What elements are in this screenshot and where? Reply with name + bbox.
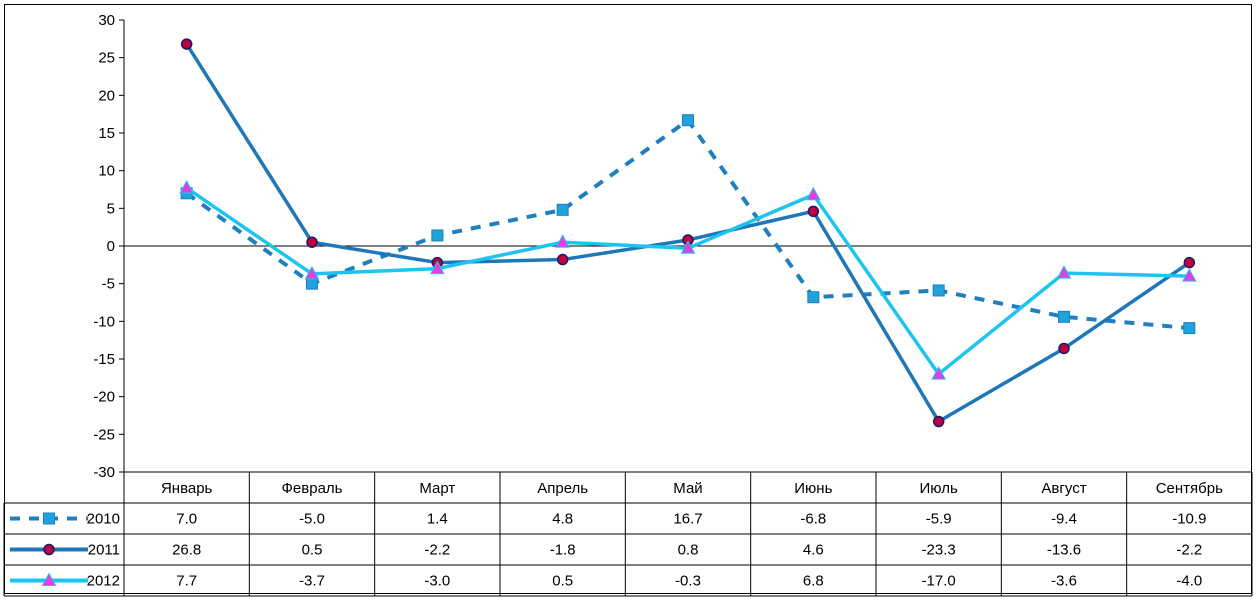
category-label: Сентябрь xyxy=(1156,480,1223,497)
data-point-2010 xyxy=(807,291,820,304)
table-value-2010: -6.8 xyxy=(800,511,826,528)
data-point-2011 xyxy=(556,253,569,266)
category-label: Март xyxy=(419,480,455,497)
table-value-2012: -3.0 xyxy=(424,573,450,590)
legend-label-2012: 2012 xyxy=(87,573,120,590)
data-point-2010 xyxy=(431,229,444,242)
y-tick-label: 10 xyxy=(98,163,115,180)
y-tick-label: -30 xyxy=(93,464,115,481)
table-value-2011: 4.6 xyxy=(803,542,824,559)
data-point-2011 xyxy=(932,415,945,428)
y-tick-label: 5 xyxy=(107,200,115,217)
y-tick-label: -20 xyxy=(93,389,115,406)
table-value-2012: 6.8 xyxy=(803,573,824,590)
table-value-2012: -4.0 xyxy=(1176,573,1202,590)
table-value-2010: 16.7 xyxy=(673,511,702,528)
category-label: Апрель xyxy=(537,480,588,497)
table-value-2010: -5.0 xyxy=(299,511,325,528)
table-value-2012: -17.0 xyxy=(922,573,956,590)
category-label: Февраль xyxy=(282,480,343,497)
series-line-2011 xyxy=(185,43,1191,424)
data-point-2010 xyxy=(1058,310,1070,323)
table-value-2011: -2.2 xyxy=(1176,542,1202,559)
table-value-2011: 0.5 xyxy=(302,542,323,559)
data-point-2012 xyxy=(429,260,445,275)
category-label: Август xyxy=(1041,480,1086,497)
data-point-2011 xyxy=(306,236,318,248)
data-point-2011 xyxy=(180,38,193,50)
data-point-2010 xyxy=(1183,322,1196,335)
table-value-2010: -9.4 xyxy=(1051,511,1077,528)
y-tick-label: -25 xyxy=(93,426,115,443)
data-point-2012 xyxy=(1056,265,1072,279)
y-tick-label: 25 xyxy=(98,50,115,67)
table-value-2012: -0.3 xyxy=(675,573,701,590)
y-tick-label: 15 xyxy=(98,125,115,142)
data-point-2011 xyxy=(1183,256,1196,269)
data-point-2012 xyxy=(931,366,947,380)
data-point-2011 xyxy=(807,205,820,218)
category-label: Июнь xyxy=(794,480,832,497)
legend-key-marker-2012 xyxy=(41,572,57,586)
table-value-2010: -10.9 xyxy=(1172,511,1206,528)
table-value-2012: -3.6 xyxy=(1051,573,1077,590)
data-point-2010 xyxy=(932,284,945,297)
y-tick-label: 0 xyxy=(107,238,115,255)
y-tick-label: 20 xyxy=(98,87,115,104)
y-tick-label: 30 xyxy=(98,12,115,29)
chart-frame xyxy=(4,4,1252,594)
data-point-2012 xyxy=(680,240,696,254)
table-value-2012: 7.7 xyxy=(176,573,197,590)
data-point-2010 xyxy=(306,277,318,290)
table-value-2011: 0.8 xyxy=(678,542,699,559)
y-tick-label: -15 xyxy=(93,351,115,368)
table-value-2011: -1.8 xyxy=(550,542,576,559)
category-label: Январь xyxy=(161,480,213,497)
table-value-2010: -5.9 xyxy=(926,511,952,528)
table-value-2012: -3.7 xyxy=(299,573,325,590)
table-value-2012: 0.5 xyxy=(552,573,573,590)
y-tick-label: -5 xyxy=(102,276,115,293)
data-point-2010 xyxy=(556,203,569,216)
legend-label-2010: 2010 xyxy=(87,511,120,528)
table-value-2010: 4.8 xyxy=(552,511,573,528)
data-point-2012 xyxy=(555,234,571,248)
data-point-2012 xyxy=(805,186,821,201)
table-value-2010: 7.0 xyxy=(176,511,197,528)
data-point-2012 xyxy=(179,179,195,194)
legend-key-marker-2010 xyxy=(43,512,55,525)
table-value-2011: 26.8 xyxy=(172,542,201,559)
table-value-2011: -2.2 xyxy=(424,542,450,559)
category-label: Май xyxy=(673,480,702,497)
category-label: Июль xyxy=(920,480,958,497)
table-value-2011: -23.3 xyxy=(922,542,956,559)
series-line-2012 xyxy=(185,186,1190,376)
data-point-2011 xyxy=(1058,342,1070,355)
data-point-2012 xyxy=(304,265,320,280)
y-tick-label: -10 xyxy=(93,313,115,330)
data-point-2012 xyxy=(1181,268,1197,282)
data-point-2010 xyxy=(682,114,694,127)
legend-label-2011: 2011 xyxy=(88,542,120,559)
series-line-2010 xyxy=(185,118,1190,331)
table-value-2011: -13.6 xyxy=(1047,542,1081,559)
legend-key-marker-2011 xyxy=(43,543,55,556)
table-value-2010: 1.4 xyxy=(427,511,448,528)
